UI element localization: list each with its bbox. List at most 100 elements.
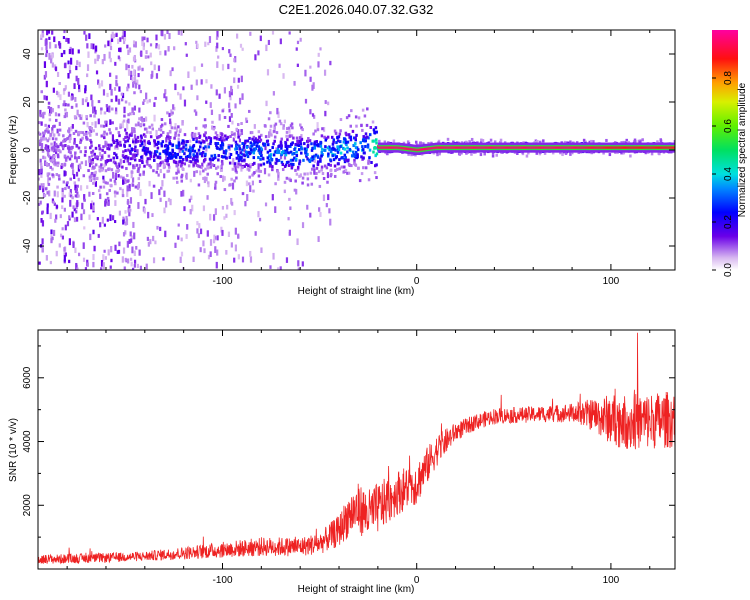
heatmap-cell <box>65 182 68 187</box>
heatmap-cell <box>216 172 219 176</box>
heatmap-cell <box>194 158 197 162</box>
heatmap-cell <box>68 48 71 55</box>
heatmap-cell <box>279 266 282 270</box>
heatmap-cell <box>266 156 270 160</box>
heatmap-cell <box>284 143 287 147</box>
heatmap-cell <box>240 159 244 163</box>
heatmap-cell <box>251 137 254 141</box>
heatmap-cell <box>44 39 47 46</box>
heatmap-cell <box>199 247 202 253</box>
heatmap-cell <box>169 198 172 206</box>
snr-y-label: SNR (10 * v/v) <box>8 418 19 482</box>
heatmap-cell <box>316 163 320 167</box>
heatmap-cell <box>284 153 288 157</box>
heatmap-cell <box>41 32 45 38</box>
heatmap-cell <box>144 55 147 59</box>
heatmap-cell <box>295 136 299 140</box>
heatmap-cell <box>109 158 112 162</box>
heatmap-cell <box>79 141 82 145</box>
heatmap-cell <box>211 158 215 162</box>
heatmap-cell <box>111 134 115 142</box>
heatmap-cell <box>125 218 129 226</box>
heatmap-cell <box>47 105 51 109</box>
heatmap-cell <box>366 107 369 111</box>
heatmap-cell <box>213 153 217 157</box>
heatmap-cell <box>121 154 125 158</box>
heatmap-cell <box>119 158 122 165</box>
heatmap-cell <box>248 152 252 156</box>
heatmap-cell <box>119 187 122 191</box>
heatmap-cell <box>42 135 45 139</box>
heatmap-cell <box>570 151 574 155</box>
heatmap-cell <box>361 108 365 112</box>
heatmap-cell <box>196 43 199 49</box>
heatmap-cell <box>275 151 279 155</box>
heatmap-cell <box>268 154 272 158</box>
heatmap-cell <box>104 200 107 207</box>
heatmap-cell <box>223 155 227 159</box>
heatmap-cell <box>213 234 216 242</box>
heatmap-cell <box>99 185 102 189</box>
heatmap-cell <box>187 71 190 78</box>
heatmap-cell <box>298 162 301 166</box>
heatmap-cell <box>197 233 200 239</box>
heatmap-cell <box>97 189 101 193</box>
heatmap-cell <box>242 145 246 149</box>
heatmap-cell <box>220 226 223 233</box>
heatmap-cell <box>125 63 128 71</box>
heatmap-cell <box>633 138 637 142</box>
heatmap-cell <box>139 139 143 143</box>
heatmap-cell <box>85 135 88 139</box>
heatmap-cell <box>353 158 356 162</box>
heatmap-cell <box>334 131 338 135</box>
heatmap-cell <box>39 158 42 163</box>
heatmap-cell <box>313 154 316 158</box>
heatmap-cell <box>234 103 237 109</box>
heatmap-cell <box>151 213 154 218</box>
heatmap-cell <box>223 115 227 119</box>
heatmap-cell <box>367 159 370 163</box>
heatmap-cell <box>280 146 283 150</box>
heatmap-cell <box>176 167 180 171</box>
heatmap-cell <box>333 129 337 133</box>
heatmap-cell <box>213 186 217 190</box>
heatmap-cell <box>41 220 45 227</box>
heatmap-cell <box>135 163 139 167</box>
heatmap-cell <box>156 146 160 150</box>
heatmap-cell <box>156 225 159 230</box>
heatmap-cell <box>286 138 289 142</box>
heatmap-cell <box>54 66 58 72</box>
heatmap-cell <box>222 138 226 142</box>
heatmap-cell <box>78 61 81 68</box>
heatmap-cell <box>299 173 302 178</box>
heatmap-cell <box>66 137 69 141</box>
heatmap-cell <box>170 152 173 156</box>
heatmap-cell <box>194 132 197 139</box>
heatmap-cell <box>297 139 301 143</box>
heatmap-cell <box>219 136 223 140</box>
heatmap-cell <box>109 178 112 182</box>
heatmap-cell <box>253 124 256 129</box>
heatmap-cell <box>285 127 289 131</box>
heatmap-cell <box>188 154 191 158</box>
heatmap-cell <box>67 38 70 44</box>
heatmap-cell <box>245 145 249 149</box>
heatmap-cell <box>339 140 342 144</box>
heatmap-cell <box>103 249 106 253</box>
heatmap-cell <box>97 118 100 125</box>
heatmap-cell <box>313 142 316 146</box>
heatmap-cell <box>120 92 124 96</box>
heatmap-cell <box>40 147 43 151</box>
heatmap-cell <box>108 143 112 148</box>
heatmap-cell <box>188 152 192 156</box>
heatmap-cell <box>410 153 413 157</box>
heatmap-cell <box>61 235 65 240</box>
heatmap-cell <box>276 170 279 174</box>
heatmap-cell <box>109 46 113 51</box>
heatmap-cell <box>137 121 140 127</box>
heatmap-cell <box>267 173 271 177</box>
heatmap-cell <box>167 137 171 141</box>
heatmap-cell <box>87 51 90 58</box>
heatmap-cell <box>233 58 236 63</box>
heatmap-cell <box>264 124 267 128</box>
